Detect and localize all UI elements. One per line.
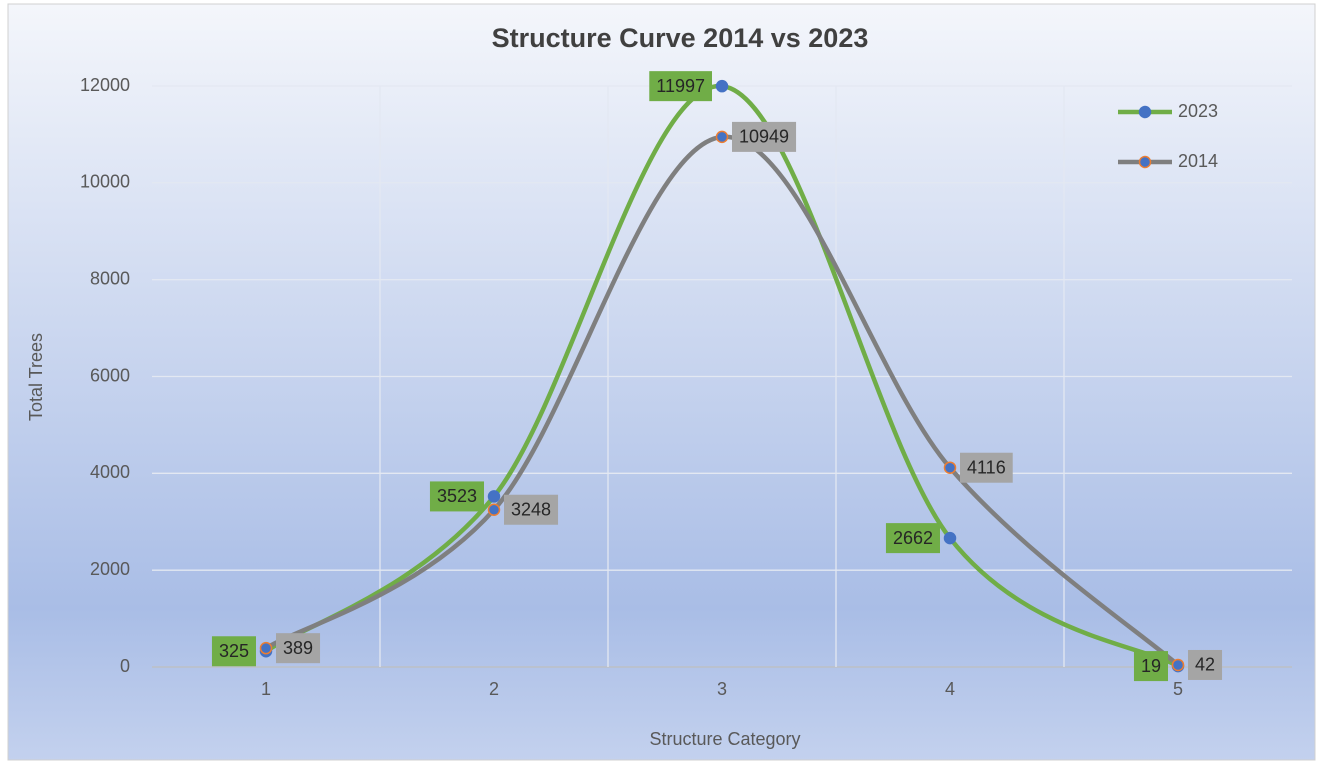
legend-marker — [1138, 155, 1152, 169]
data-label-box — [276, 633, 321, 664]
data-label: 389 — [276, 633, 321, 664]
legend-marker — [1138, 105, 1152, 119]
data-label-text: 42 — [1195, 655, 1215, 675]
legend-label: 2014 — [1178, 151, 1218, 171]
y-tick-label: 12000 — [80, 75, 130, 95]
y-axis-label: Total Trees — [26, 333, 46, 421]
marker — [1171, 658, 1185, 672]
y-tick-label: 2000 — [90, 559, 130, 579]
x-tick-label: 4 — [945, 679, 955, 699]
data-label-box — [1133, 651, 1168, 682]
data-label-text: 11997 — [656, 76, 705, 96]
marker — [487, 503, 501, 516]
x-tick-label: 3 — [717, 679, 727, 699]
data-label-box — [885, 523, 940, 554]
data-label-box — [649, 71, 712, 102]
data-label-text: 10949 — [739, 127, 789, 147]
marker — [715, 79, 729, 93]
marker — [715, 130, 729, 144]
data-label: 325 — [211, 636, 256, 667]
x-tick-label: 5 — [1173, 679, 1183, 699]
x-axis-label: Structure Category — [649, 729, 800, 749]
data-label-box — [1188, 649, 1223, 680]
data-label-text: 2662 — [893, 528, 933, 548]
data-label-box — [504, 494, 559, 525]
marker — [943, 461, 957, 474]
data-label-box — [429, 481, 484, 512]
marker — [259, 641, 273, 655]
data-label: 4116 — [960, 452, 1013, 483]
data-label: 42 — [1188, 649, 1223, 680]
data-label-text: 19 — [1141, 656, 1161, 676]
y-tick-label: 10000 — [80, 172, 130, 192]
data-label: 10949 — [732, 121, 797, 152]
data-label: 3248 — [504, 494, 559, 525]
data-label: 2662 — [885, 523, 940, 554]
data-label: 19 — [1133, 651, 1168, 682]
legend-label: 2023 — [1178, 101, 1218, 121]
y-tick-label: 0 — [120, 656, 130, 676]
x-tick-label: 2 — [489, 679, 499, 699]
data-label-text: 4116 — [967, 457, 1006, 477]
x-tick-label: 1 — [261, 679, 271, 699]
data-label-text: 3523 — [437, 486, 477, 506]
data-label-text: 325 — [219, 641, 249, 661]
data-label-box — [732, 121, 797, 152]
chart-background — [7, 3, 1316, 761]
y-tick-label: 6000 — [90, 365, 130, 385]
data-label-box — [211, 636, 256, 667]
data-label-box — [960, 452, 1013, 483]
data-label-text: 3248 — [511, 499, 551, 519]
chart-title: Structure Curve 2014 vs 2023 — [492, 23, 869, 53]
y-tick-label: 8000 — [90, 268, 130, 288]
data-label-text: 389 — [283, 638, 313, 658]
data-label: 3523 — [429, 481, 484, 512]
marker — [943, 531, 957, 545]
data-label: 11997 — [649, 71, 712, 102]
y-tick-label: 4000 — [90, 462, 130, 482]
marker — [487, 490, 501, 503]
